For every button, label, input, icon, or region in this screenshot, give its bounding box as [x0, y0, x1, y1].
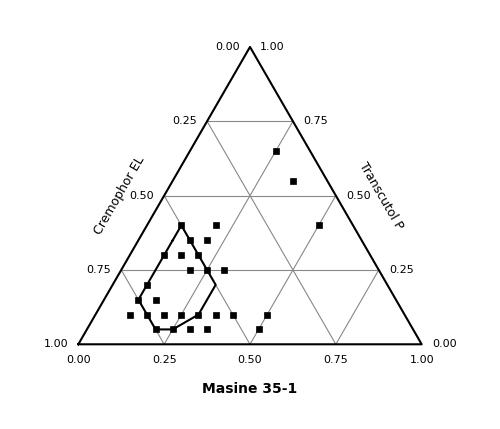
Text: 0.75: 0.75 [303, 116, 328, 126]
Text: 1.00: 1.00 [260, 42, 285, 52]
Text: 1.00: 1.00 [44, 339, 68, 349]
Text: 0.25: 0.25 [172, 116, 197, 126]
Text: Masine 35-1: Masine 35-1 [202, 382, 298, 396]
Text: 0.25: 0.25 [152, 355, 176, 365]
Text: 1.00: 1.00 [410, 355, 434, 365]
Text: 0.50: 0.50 [238, 355, 262, 365]
Text: 0.00: 0.00 [66, 355, 90, 365]
Text: 0.50: 0.50 [346, 190, 371, 201]
Text: 0.75: 0.75 [324, 355, 348, 365]
Text: Transcutol P: Transcutol P [356, 160, 405, 232]
Text: Cremophor EL: Cremophor EL [92, 154, 148, 237]
Text: 0.50: 0.50 [129, 190, 154, 201]
Text: 0.00: 0.00 [432, 339, 456, 349]
Text: 0.25: 0.25 [389, 265, 414, 275]
Text: 0.00: 0.00 [215, 42, 240, 52]
Text: 0.75: 0.75 [86, 265, 111, 275]
